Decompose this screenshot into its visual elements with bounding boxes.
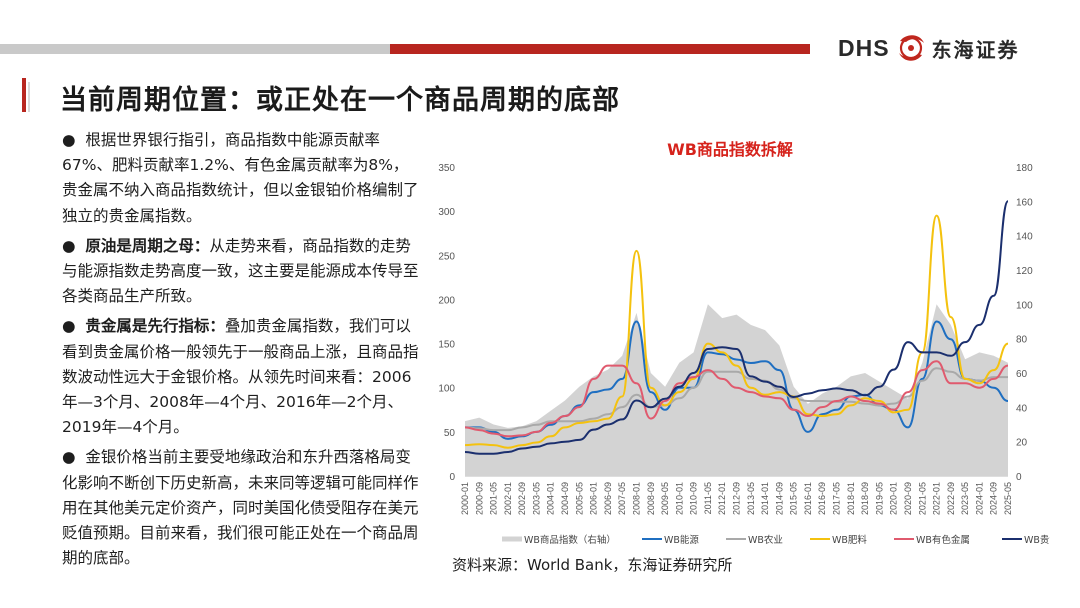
bullet-marker: ● (62, 131, 76, 149)
x-tick-label: 2016-09 (817, 482, 827, 515)
y-right-tick-label: 140 (1016, 232, 1033, 243)
page-title: 当前周期位置：或正处在一个商品周期的底部 (60, 85, 620, 116)
bullet-text: 根据世界银行指引，商品指数中能源贡献率67%、肥料贡献率1.2%、有色金属贡献率… (62, 131, 419, 225)
x-tick-label: 2014-01 (760, 482, 770, 515)
x-tick-label: 2024-09 (989, 482, 999, 515)
x-tick-label: 2016-01 (803, 482, 813, 515)
legend-label: WB有色金属 (916, 534, 970, 546)
series-line (464, 200, 1009, 455)
series-line (464, 360, 1009, 438)
x-tick-label: 2005-05 (574, 482, 584, 515)
source-note: 资料来源：World Bank，东海证券研究所 (452, 556, 733, 574)
x-tick-label: 2012-01 (717, 482, 727, 515)
bullet-bold: 原油是周期之母： (85, 236, 210, 255)
x-tick-label: 2008-01 (632, 482, 642, 515)
x-tick-label: 2023-05 (960, 482, 970, 515)
bullet-text: 叠加贵金属指数，我们可以看到贵金属价格一般领先于一般商品上涨，且商品指数波动性远… (62, 317, 419, 437)
bullet-item: ● 贵金属是先行指标：叠加贵金属指数，我们可以看到贵金属价格一般领先于一般商品上… (62, 314, 422, 440)
legend-label: WB能源 (664, 534, 699, 546)
header-bar-red (390, 44, 810, 54)
y-right-tick-label: 100 (1016, 300, 1033, 311)
legend-label: WB农业 (748, 534, 783, 546)
company-logo: DHS 东海证券 (838, 30, 1020, 66)
y-left-tick-label: 0 (449, 472, 455, 483)
x-tick-label: 2021-05 (917, 482, 927, 515)
y-left-tick-label: 150 (438, 340, 455, 351)
x-tick-label: 2012-09 (732, 482, 742, 515)
series-line (464, 214, 1009, 449)
bullet-bold: 贵金属是先行指标： (85, 317, 225, 336)
title-accent-shadow (28, 82, 30, 112)
y-right-tick-label: 40 (1016, 403, 1028, 414)
x-tick-label: 2014-09 (774, 482, 784, 515)
header-bar-gray (0, 44, 400, 54)
bullet-marker: ● (62, 317, 76, 336)
x-tick-label: 2010-01 (674, 482, 684, 515)
y-left-tick-label: 100 (438, 384, 455, 395)
y-left-tick-label: 200 (438, 295, 455, 306)
x-tick-label: 2022-01 (932, 482, 942, 515)
x-tick-label: 2020-09 (903, 482, 913, 515)
y-right-tick-label: 60 (1016, 369, 1028, 380)
x-tick-label: 2007-05 (617, 482, 627, 515)
x-tick-label: 2002-01 (503, 482, 513, 515)
x-tick-label: 2022-09 (946, 482, 956, 515)
x-tick-label: 2000-01 (460, 482, 470, 515)
bullet-list: ● 根据世界银行指引，商品指数中能源贡献率67%、肥料贡献率1.2%、有色金属贡… (62, 128, 422, 576)
x-tick-label: 2011-05 (703, 482, 713, 514)
x-tick-label: 2015-05 (789, 482, 799, 515)
commodity-index-chart: 0 50 100 150 200 250 300 350 0 20 40 60 80 100 120 140 1… (438, 163, 1050, 546)
x-tick-label: 2024-01 (974, 482, 984, 515)
x-tick-label: 2025-05 (1003, 482, 1013, 515)
y-right-tick-label: 120 (1016, 266, 1033, 277)
x-tick-label: 2001-05 (489, 482, 499, 515)
legend-label: WB贵金属 (1024, 534, 1050, 546)
bullet-item: ● 原油是周期之母：从走势来看，商品指数的走势与能源指数走势高度一致，这主要是能… (62, 234, 422, 310)
x-tick-label: 2020-01 (889, 482, 899, 515)
y-right-tick-label: 20 (1016, 438, 1028, 449)
bullet-text: 金银价格当前主要受地缘政治和东升西落格局变化影响不断创下历史新高，未来同等逻辑可… (62, 448, 419, 568)
x-tick-label: 2003-05 (531, 482, 541, 515)
y-right-tick-label: 80 (1016, 335, 1028, 346)
y-right-tick-label: 0 (1016, 472, 1022, 483)
chart-title: WB商品指数拆解 (667, 140, 793, 159)
title-accent-bar (22, 78, 26, 112)
y-right-tick-label: 180 (1016, 163, 1033, 174)
bullet-item: ● 金银价格当前主要受地缘政治和东升西落格局变化影响不断创下历史新高，未来同等逻… (62, 445, 422, 571)
legend-label: WB肥料 (832, 534, 867, 546)
x-tick-label: 2004-01 (546, 482, 556, 515)
x-tick-label: 2018-09 (860, 482, 870, 515)
y-left-tick-label: 250 (438, 251, 455, 262)
x-tick-label: 2018-01 (846, 482, 856, 515)
x-tick-label: 2013-05 (746, 482, 756, 515)
x-tick-label: 2019-05 (874, 482, 884, 515)
bullet-item: ● 根据世界银行指引，商品指数中能源贡献率67%、肥料贡献率1.2%、有色金属贡… (62, 128, 422, 229)
bullet-marker: ● (62, 448, 76, 467)
dragon-logo-icon (898, 35, 924, 61)
y-left-tick-label: 50 (444, 428, 456, 439)
x-tick-label: 2002-09 (517, 482, 527, 515)
x-tick-label: 2009-05 (660, 482, 670, 515)
x-tick-label: 2010-09 (689, 482, 699, 515)
bullet-text: 从走势来看，商品指数的走势与能源指数走势高度一致，这主要是能源成本传导至各类商品… (62, 236, 419, 306)
x-tick-label: 2000-09 (474, 482, 484, 515)
x-tick-label: 2006-01 (589, 482, 599, 515)
x-tick-label: 2017-05 (832, 482, 842, 515)
logo-chinese-name: 东海证券 (931, 37, 1020, 62)
bullet-marker: ● (62, 236, 76, 255)
logo-text: DHS (838, 34, 890, 61)
x-tick-label: 2008-09 (646, 482, 656, 515)
y-left-tick-label: 300 (438, 207, 455, 218)
series-area (465, 304, 1008, 476)
x-tick-label: 2006-09 (603, 482, 613, 515)
y-right-tick-label: 160 (1016, 197, 1033, 208)
legend-label: WB商品指数（右轴） (524, 534, 616, 546)
x-tick-label: 2004-09 (560, 482, 570, 515)
y-left-tick-label: 350 (438, 163, 455, 174)
